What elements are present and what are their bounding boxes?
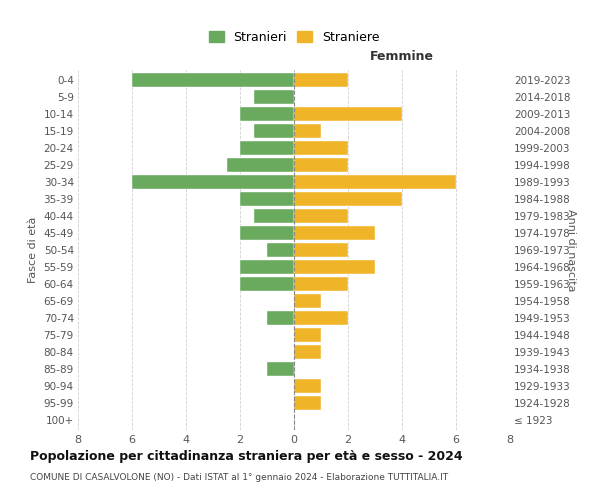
Bar	[294, 396, 321, 409]
Legend: Stranieri, Straniere: Stranieri, Straniere	[203, 26, 385, 49]
Bar	[132, 176, 294, 189]
Text: Femmine: Femmine	[370, 50, 434, 63]
Bar	[294, 328, 321, 342]
Text: Popolazione per cittadinanza straniera per età e sesso - 2024: Popolazione per cittadinanza straniera p…	[30, 450, 463, 463]
Bar	[240, 142, 294, 155]
Bar	[294, 142, 348, 155]
Bar	[294, 226, 375, 240]
Bar	[240, 192, 294, 206]
Bar	[267, 362, 294, 376]
Bar	[240, 260, 294, 274]
Y-axis label: Fasce di età: Fasce di età	[28, 217, 38, 283]
Bar	[294, 74, 348, 87]
Bar	[254, 124, 294, 138]
Bar	[267, 243, 294, 257]
Bar	[294, 124, 321, 138]
Bar	[294, 277, 348, 291]
Bar	[132, 74, 294, 87]
Bar	[294, 108, 402, 121]
Bar	[294, 176, 456, 189]
Text: COMUNE DI CASALVOLONE (NO) - Dati ISTAT al 1° gennaio 2024 - Elaborazione TUTTIT: COMUNE DI CASALVOLONE (NO) - Dati ISTAT …	[30, 472, 448, 482]
Bar	[254, 209, 294, 223]
Bar	[227, 158, 294, 172]
Bar	[294, 243, 348, 257]
Bar	[240, 277, 294, 291]
Bar	[240, 226, 294, 240]
Bar	[294, 209, 348, 223]
Bar	[294, 345, 321, 358]
Bar	[254, 90, 294, 104]
Bar	[294, 158, 348, 172]
Bar	[294, 379, 321, 392]
Bar	[294, 311, 348, 324]
Bar	[294, 192, 402, 206]
Bar	[294, 294, 321, 308]
Bar	[240, 108, 294, 121]
Bar	[294, 260, 375, 274]
Y-axis label: Anni di nascita: Anni di nascita	[566, 209, 577, 291]
Bar	[267, 311, 294, 324]
